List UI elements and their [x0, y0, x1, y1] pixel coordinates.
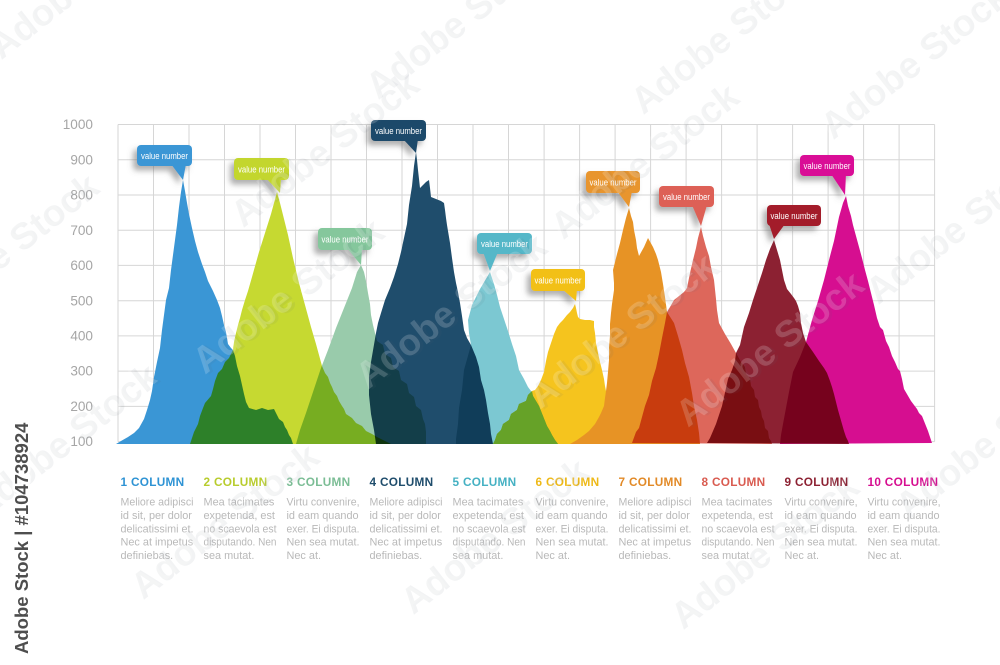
svg-text:Mea tacimates: Mea tacimates [204, 497, 275, 509]
svg-text:Adobe Stock | #104738924: Adobe Stock | #104738924 [11, 422, 32, 654]
svg-text:value number: value number [141, 151, 189, 162]
svg-text:6 COLUMN: 6 COLUMN [536, 475, 600, 489]
svg-text:value number: value number [590, 177, 638, 188]
svg-text:disputando. Nen: disputando. Nen [702, 537, 775, 549]
svg-text:300: 300 [70, 364, 93, 379]
svg-text:exer. Ei disputa.: exer. Ei disputa. [868, 523, 941, 535]
svg-text:Nec at impetus: Nec at impetus [370, 537, 443, 549]
svg-text:5 COLUMN: 5 COLUMN [453, 475, 517, 489]
svg-text:1 COLUMN: 1 COLUMN [121, 475, 185, 489]
svg-text:id sit, per dolor: id sit, per dolor [619, 510, 691, 522]
svg-text:id eam quando: id eam quando [785, 510, 857, 522]
svg-text:delicatissimi et.: delicatissimi et. [370, 523, 443, 535]
svg-text:value number: value number [322, 234, 370, 245]
svg-text:Mea tacimates: Mea tacimates [453, 497, 524, 509]
svg-text:definiebas.: definiebas. [370, 550, 423, 562]
svg-text:Virtu convenire,: Virtu convenire, [785, 497, 858, 509]
svg-text:id sit, per dolor: id sit, per dolor [370, 510, 442, 522]
svg-text:9 COLUMN: 9 COLUMN [785, 475, 849, 489]
svg-text:exer. Ei disputa.: exer. Ei disputa. [536, 523, 609, 535]
svg-text:3 COLUMN: 3 COLUMN [287, 475, 351, 489]
svg-text:value number: value number [535, 275, 583, 286]
svg-text:Nen sea mutat.: Nen sea mutat. [287, 537, 360, 549]
svg-text:Virtu convenire,: Virtu convenire, [868, 497, 941, 509]
svg-text:Nec at impetus: Nec at impetus [121, 537, 194, 549]
svg-text:value number: value number [238, 164, 286, 175]
svg-text:delicatissimi et.: delicatissimi et. [121, 523, 194, 535]
svg-text:sea mutat.: sea mutat. [453, 550, 504, 562]
svg-text:exer. Ei disputa.: exer. Ei disputa. [287, 523, 360, 535]
svg-text:definiebas.: definiebas. [121, 550, 174, 562]
svg-text:definiebas.: definiebas. [619, 550, 672, 562]
svg-text:Nen sea mutat.: Nen sea mutat. [536, 537, 609, 549]
svg-text:value number: value number [481, 239, 529, 250]
svg-text:Meliore adipisci: Meliore adipisci [121, 497, 194, 509]
svg-text:Virtu convenire,: Virtu convenire, [536, 497, 609, 509]
svg-text:id eam quando: id eam quando [868, 510, 940, 522]
svg-text:expetenda, est: expetenda, est [702, 510, 773, 522]
svg-text:Meliore adipisci: Meliore adipisci [370, 497, 443, 509]
svg-text:Mea tacimates: Mea tacimates [702, 497, 773, 509]
svg-text:disputando. Nen: disputando. Nen [204, 537, 277, 549]
svg-text:no scaevola est: no scaevola est [702, 523, 775, 535]
svg-text:400: 400 [70, 329, 93, 344]
svg-text:Virtu convenire,: Virtu convenire, [287, 497, 360, 509]
svg-text:Nec at.: Nec at. [785, 550, 820, 562]
svg-text:100: 100 [70, 434, 93, 449]
svg-text:900: 900 [70, 152, 93, 167]
svg-text:value number: value number [771, 211, 819, 222]
svg-text:sea mutat.: sea mutat. [702, 550, 753, 562]
svg-text:Nen sea mutat.: Nen sea mutat. [785, 537, 858, 549]
svg-text:id eam quando: id eam quando [536, 510, 608, 522]
svg-text:value number: value number [804, 161, 852, 172]
svg-text:expetenda, est: expetenda, est [453, 510, 524, 522]
svg-text:2 COLUMN: 2 COLUMN [204, 475, 268, 489]
svg-text:600: 600 [70, 258, 93, 273]
svg-text:10 COLUMN: 10 COLUMN [868, 475, 939, 489]
svg-text:Nec at.: Nec at. [287, 550, 322, 562]
svg-text:no scaevola est: no scaevola est [204, 523, 277, 535]
svg-text:value number: value number [663, 192, 711, 203]
svg-text:800: 800 [70, 188, 93, 203]
svg-text:sea mutat.: sea mutat. [204, 550, 255, 562]
svg-text:Meliore adipisci: Meliore adipisci [619, 497, 692, 509]
svg-text:1000: 1000 [63, 117, 94, 132]
svg-text:4 COLUMN: 4 COLUMN [370, 475, 434, 489]
svg-text:Nec at.: Nec at. [536, 550, 571, 562]
svg-text:7 COLUMN: 7 COLUMN [619, 475, 683, 489]
svg-text:delicatissimi et.: delicatissimi et. [619, 523, 692, 535]
svg-text:Nen sea mutat.: Nen sea mutat. [868, 537, 941, 549]
svg-text:500: 500 [70, 293, 93, 308]
svg-text:id sit, per dolor: id sit, per dolor [121, 510, 193, 522]
svg-text:expetenda, est: expetenda, est [204, 510, 275, 522]
svg-text:Nec at.: Nec at. [868, 550, 903, 562]
svg-text:id eam quando: id eam quando [287, 510, 359, 522]
svg-text:8 COLUMN: 8 COLUMN [702, 475, 766, 489]
svg-text:exer. Ei disputa.: exer. Ei disputa. [785, 523, 858, 535]
svg-text:Nec at impetus: Nec at impetus [619, 537, 692, 549]
svg-text:200: 200 [70, 399, 93, 414]
svg-text:700: 700 [70, 223, 93, 238]
svg-text:disputando. Nen: disputando. Nen [453, 537, 526, 549]
svg-text:no scaevola est: no scaevola est [453, 523, 526, 535]
svg-text:value number: value number [375, 126, 423, 137]
